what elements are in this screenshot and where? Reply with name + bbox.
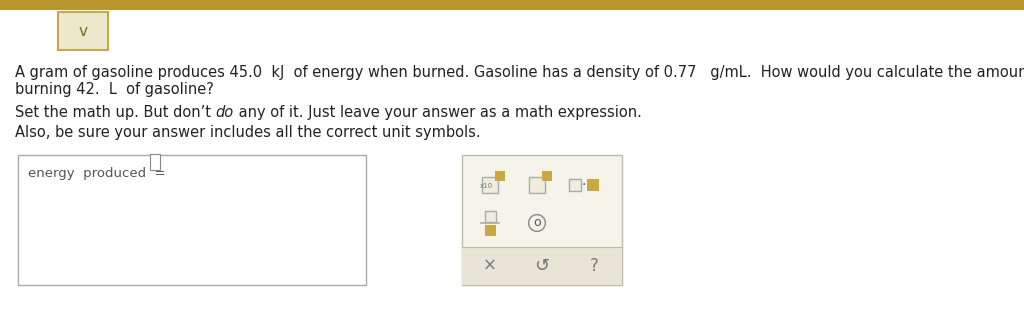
Text: Set the math up. But don’t: Set the math up. But don’t: [15, 105, 216, 120]
Text: ×: ×: [483, 257, 497, 275]
Bar: [58, 12, 108, 50]
Text: ↺: ↺: [535, 257, 550, 275]
Text: x10: x10: [479, 183, 493, 189]
Text: v: v: [79, 23, 87, 39]
Bar: [462, 155, 622, 285]
Text: ·: ·: [582, 178, 586, 192]
Text: o: o: [534, 216, 541, 229]
Bar: [495, 171, 505, 181]
Bar: [484, 224, 496, 236]
Text: burning 42.  L  of gasoline?: burning 42. L of gasoline?: [15, 82, 214, 97]
Bar: [150, 154, 160, 170]
Bar: [462, 247, 622, 285]
Bar: [587, 179, 599, 191]
Text: ?: ?: [590, 257, 598, 275]
Text: any of it. Just leave your answer as a math expression.: any of it. Just leave your answer as a m…: [233, 105, 642, 120]
Bar: [542, 171, 552, 181]
Bar: [482, 177, 498, 193]
Bar: [569, 179, 581, 191]
Text: A gram of gasoline produces 45.0  kJ  of energy when burned. Gasoline has a dens: A gram of gasoline produces 45.0 kJ of e…: [15, 65, 1024, 80]
Text: Also, be sure your answer includes all the correct unit symbols.: Also, be sure your answer includes all t…: [15, 125, 480, 140]
Bar: [529, 177, 545, 193]
Text: do: do: [216, 105, 233, 120]
Text: energy  produced  =: energy produced =: [28, 167, 166, 180]
Bar: [0, 0, 1024, 10]
Bar: [18, 155, 366, 285]
Bar: [484, 210, 496, 221]
